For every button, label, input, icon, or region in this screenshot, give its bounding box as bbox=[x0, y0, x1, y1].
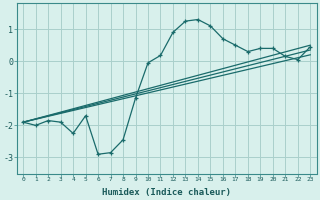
X-axis label: Humidex (Indice chaleur): Humidex (Indice chaleur) bbox=[102, 188, 231, 197]
